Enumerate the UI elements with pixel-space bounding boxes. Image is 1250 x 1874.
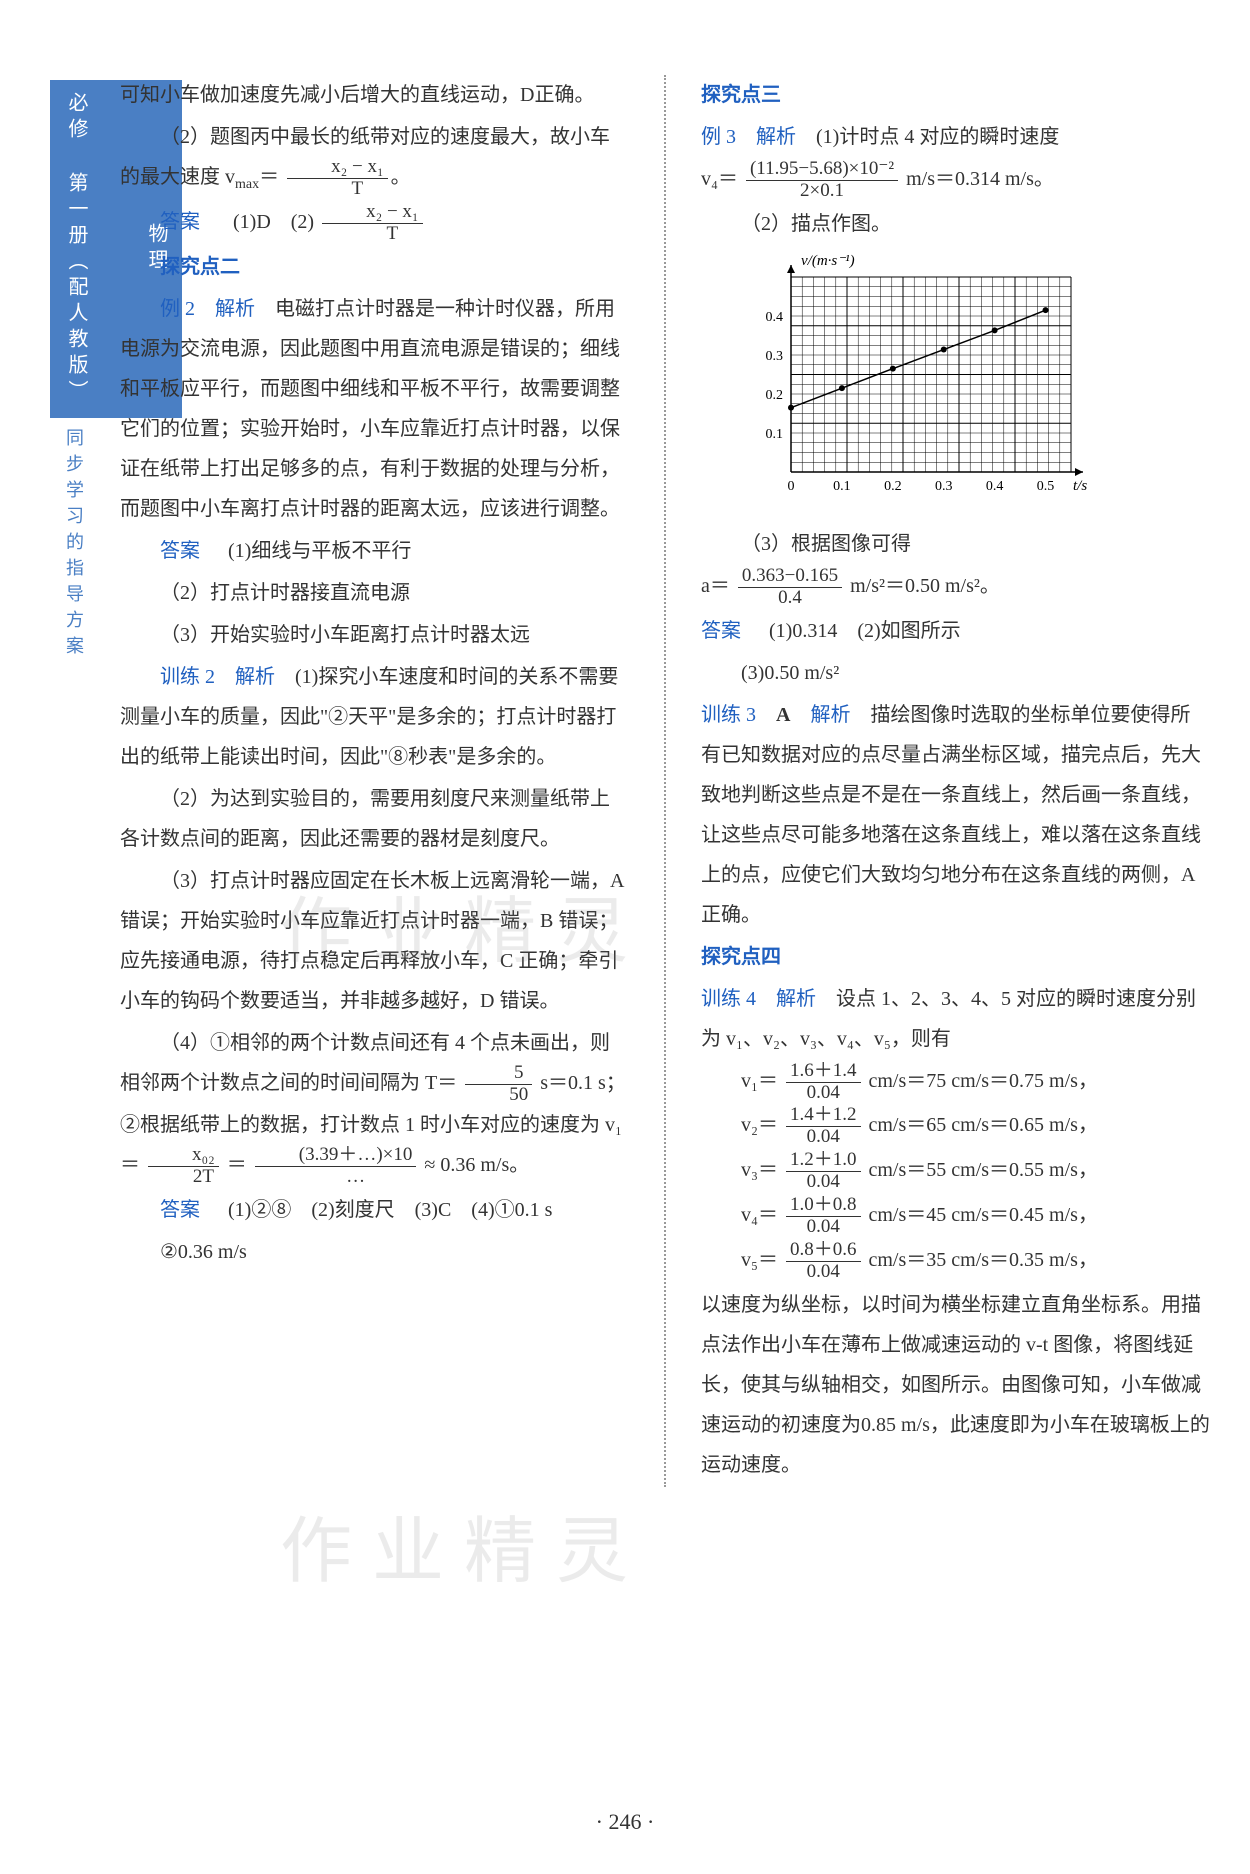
svg-text:0.2: 0.2 <box>766 388 784 403</box>
left-column: 可知小车做加速度先减小后增大的直线运动，D正确。 （2）题图丙中最长的纸带对应的… <box>120 75 629 1487</box>
page-number: · 246 · <box>0 1800 1250 1844</box>
example3-2: （2）描点作图。 <box>701 204 1210 244</box>
train2-3: （3）打点计时器应固定在长木板上远离滑轮一端，A 错误；开始实验时小车应靠近打点… <box>120 861 629 1021</box>
train2-2: （2）为达到实验目的，需要用刻度尺来测量纸带上各计数点间的距离，因此还需要的器材… <box>120 779 629 859</box>
watermark-2: 作业精灵 <box>280 1480 648 1624</box>
frac-5-50: 5 50 <box>465 1063 532 1106</box>
eq-v2: v₂＝ 1.4＋1.20.04 cm/s＝65 cm/s＝0.65 m/s， <box>741 1105 1210 1148</box>
svg-text:0.3: 0.3 <box>935 479 953 494</box>
eq-v1: v₁＝ 1.6＋1.40.04 cm/s＝75 cm/s＝0.75 m/s， <box>741 1061 1210 1104</box>
eq-v4: v₄＝ 1.0＋0.80.04 cm/s＝45 cm/s＝0.45 m/s， <box>741 1195 1210 1238</box>
example3-1-eq: v₄＝ (11.95−5.68)×10⁻² 2×0.1 m/s＝0.314 m/… <box>701 159 1210 202</box>
frac-ans1: x₂ − x₁ T <box>322 202 422 245</box>
column-separator <box>664 75 666 1487</box>
svg-text:0.2: 0.2 <box>884 479 902 494</box>
frac-a: 0.363−0.165 0.4 <box>738 566 842 609</box>
para-l2: （2）题图丙中最长的纸带对应的速度最大，故小车的最大速度 vmax＝ x₂ − … <box>120 117 629 200</box>
train2-4: （4）①相邻的两个计数点间还有 4 个点未画出，则相邻两个计数点之间的时间间隔为… <box>120 1023 629 1189</box>
answer2-1: 答案 (1)细线与平板不平行 <box>120 531 629 571</box>
explore4-title: 探究点四 <box>701 937 1210 977</box>
example2: 例 2 解析 电磁打点计时器是一种计时仪器，所用电源为交流电源，因此题图中用直流… <box>120 289 629 529</box>
answer-label: 答案 <box>160 211 200 233</box>
answer-1: 答案 (1)D (2) x₂ − x₁ T <box>120 202 629 245</box>
explore2-title: 探究点二 <box>120 247 629 287</box>
example3-1: 例 3 解析 (1)计时点 4 对应的瞬时速度 <box>701 117 1210 157</box>
svg-text:0.3: 0.3 <box>766 349 784 364</box>
vt-chart-svg: 0 0.1 0.2 0.3 0.4 0.5 0.1 0.2 0.3 0.4 v/(m·s⁻¹) t/s <box>741 252 1101 502</box>
frac-v1b: (3.39＋…)×10 … <box>255 1145 417 1188</box>
svg-text:0.5: 0.5 <box>1037 479 1055 494</box>
answer4-2: ②0.36 m/s <box>160 1232 629 1272</box>
train4-text2: 以速度为纵坐标，以时间为横坐标建立直角坐标系。用描点法作出小车在薄布上做减速运动… <box>701 1285 1210 1485</box>
main-content: 可知小车做加速度先减小后增大的直线运动，D正确。 （2）题图丙中最长的纸带对应的… <box>120 75 1210 1487</box>
eq-v5: v₅＝ 0.8＋0.60.04 cm/s＝35 cm/s＝0.35 m/s， <box>741 1240 1210 1283</box>
para-l1: 可知小车做加速度先减小后增大的直线运动，D正确。 <box>120 75 629 115</box>
answer2-3: （3）开始实验时小车距离打点计时器太远 <box>120 615 629 655</box>
svg-text:v/(m·s⁻¹): v/(m·s⁻¹) <box>801 253 855 269</box>
example3-3-eq: a＝ 0.363−0.165 0.4 m/s²＝0.50 m/s²。 <box>701 566 1210 609</box>
svg-text:0.1: 0.1 <box>833 479 851 494</box>
svg-text:t/s: t/s <box>1073 478 1087 494</box>
explore3-title: 探究点三 <box>701 75 1210 115</box>
eq-v3: v₃＝ 1.2＋1.00.04 cm/s＝55 cm/s＝0.55 m/s， <box>741 1150 1210 1193</box>
frac-v4: (11.95−5.68)×10⁻² 2×0.1 <box>746 159 898 202</box>
sidebar-book-text: 必修 第一册（配人教版） <box>65 92 87 406</box>
answer3-1: 答案 (1)0.314 (2)如图所示 <box>701 611 1210 651</box>
svg-text:0: 0 <box>788 479 795 494</box>
frac-v1: x₀₂ 2T <box>148 1145 219 1188</box>
answer4-1: 答案 (1)②⑧ (2)刻度尺 (3)C (4)①0.1 s <box>120 1190 629 1230</box>
example3-3-pre: （3）根据图像可得 <box>701 524 1210 564</box>
answer2-2: （2）打点计时器接直流电源 <box>120 573 629 613</box>
train4-pre: 训练 4 解析 设点 1、2、3、4、5 对应的瞬时速度分别为 v₁、v₂、v₃… <box>701 979 1210 1059</box>
right-column: 探究点三 例 3 解析 (1)计时点 4 对应的瞬时速度 v₄＝ (11.95−… <box>701 75 1210 1487</box>
frac-vmax: x₂ − x₁ T <box>287 157 387 200</box>
train3: 训练 3 A 解析 描绘图像时选取的坐标单位要使得所有已知数据对应的点尽量占满坐… <box>701 695 1210 935</box>
vt-chart: 0 0.1 0.2 0.3 0.4 0.5 0.1 0.2 0.3 0.4 v/(m·s⁻¹) t/s <box>741 252 1210 516</box>
svg-text:0.4: 0.4 <box>766 310 784 325</box>
sidebar-subtitle: 同步学习的指导方案 <box>50 418 98 672</box>
svg-text:0.1: 0.1 <box>766 427 784 442</box>
sidebar-tab: 物理 必修 第一册（配人教版） 同步学习的指导方案 <box>50 80 90 672</box>
answer3-2: (3)0.50 m/s² <box>741 653 1210 693</box>
svg-text:0.4: 0.4 <box>986 479 1004 494</box>
train2-1: 训练 2 解析 (1)探究小车速度和时间的关系不需要测量小车的质量，因此"②天平… <box>120 657 629 777</box>
